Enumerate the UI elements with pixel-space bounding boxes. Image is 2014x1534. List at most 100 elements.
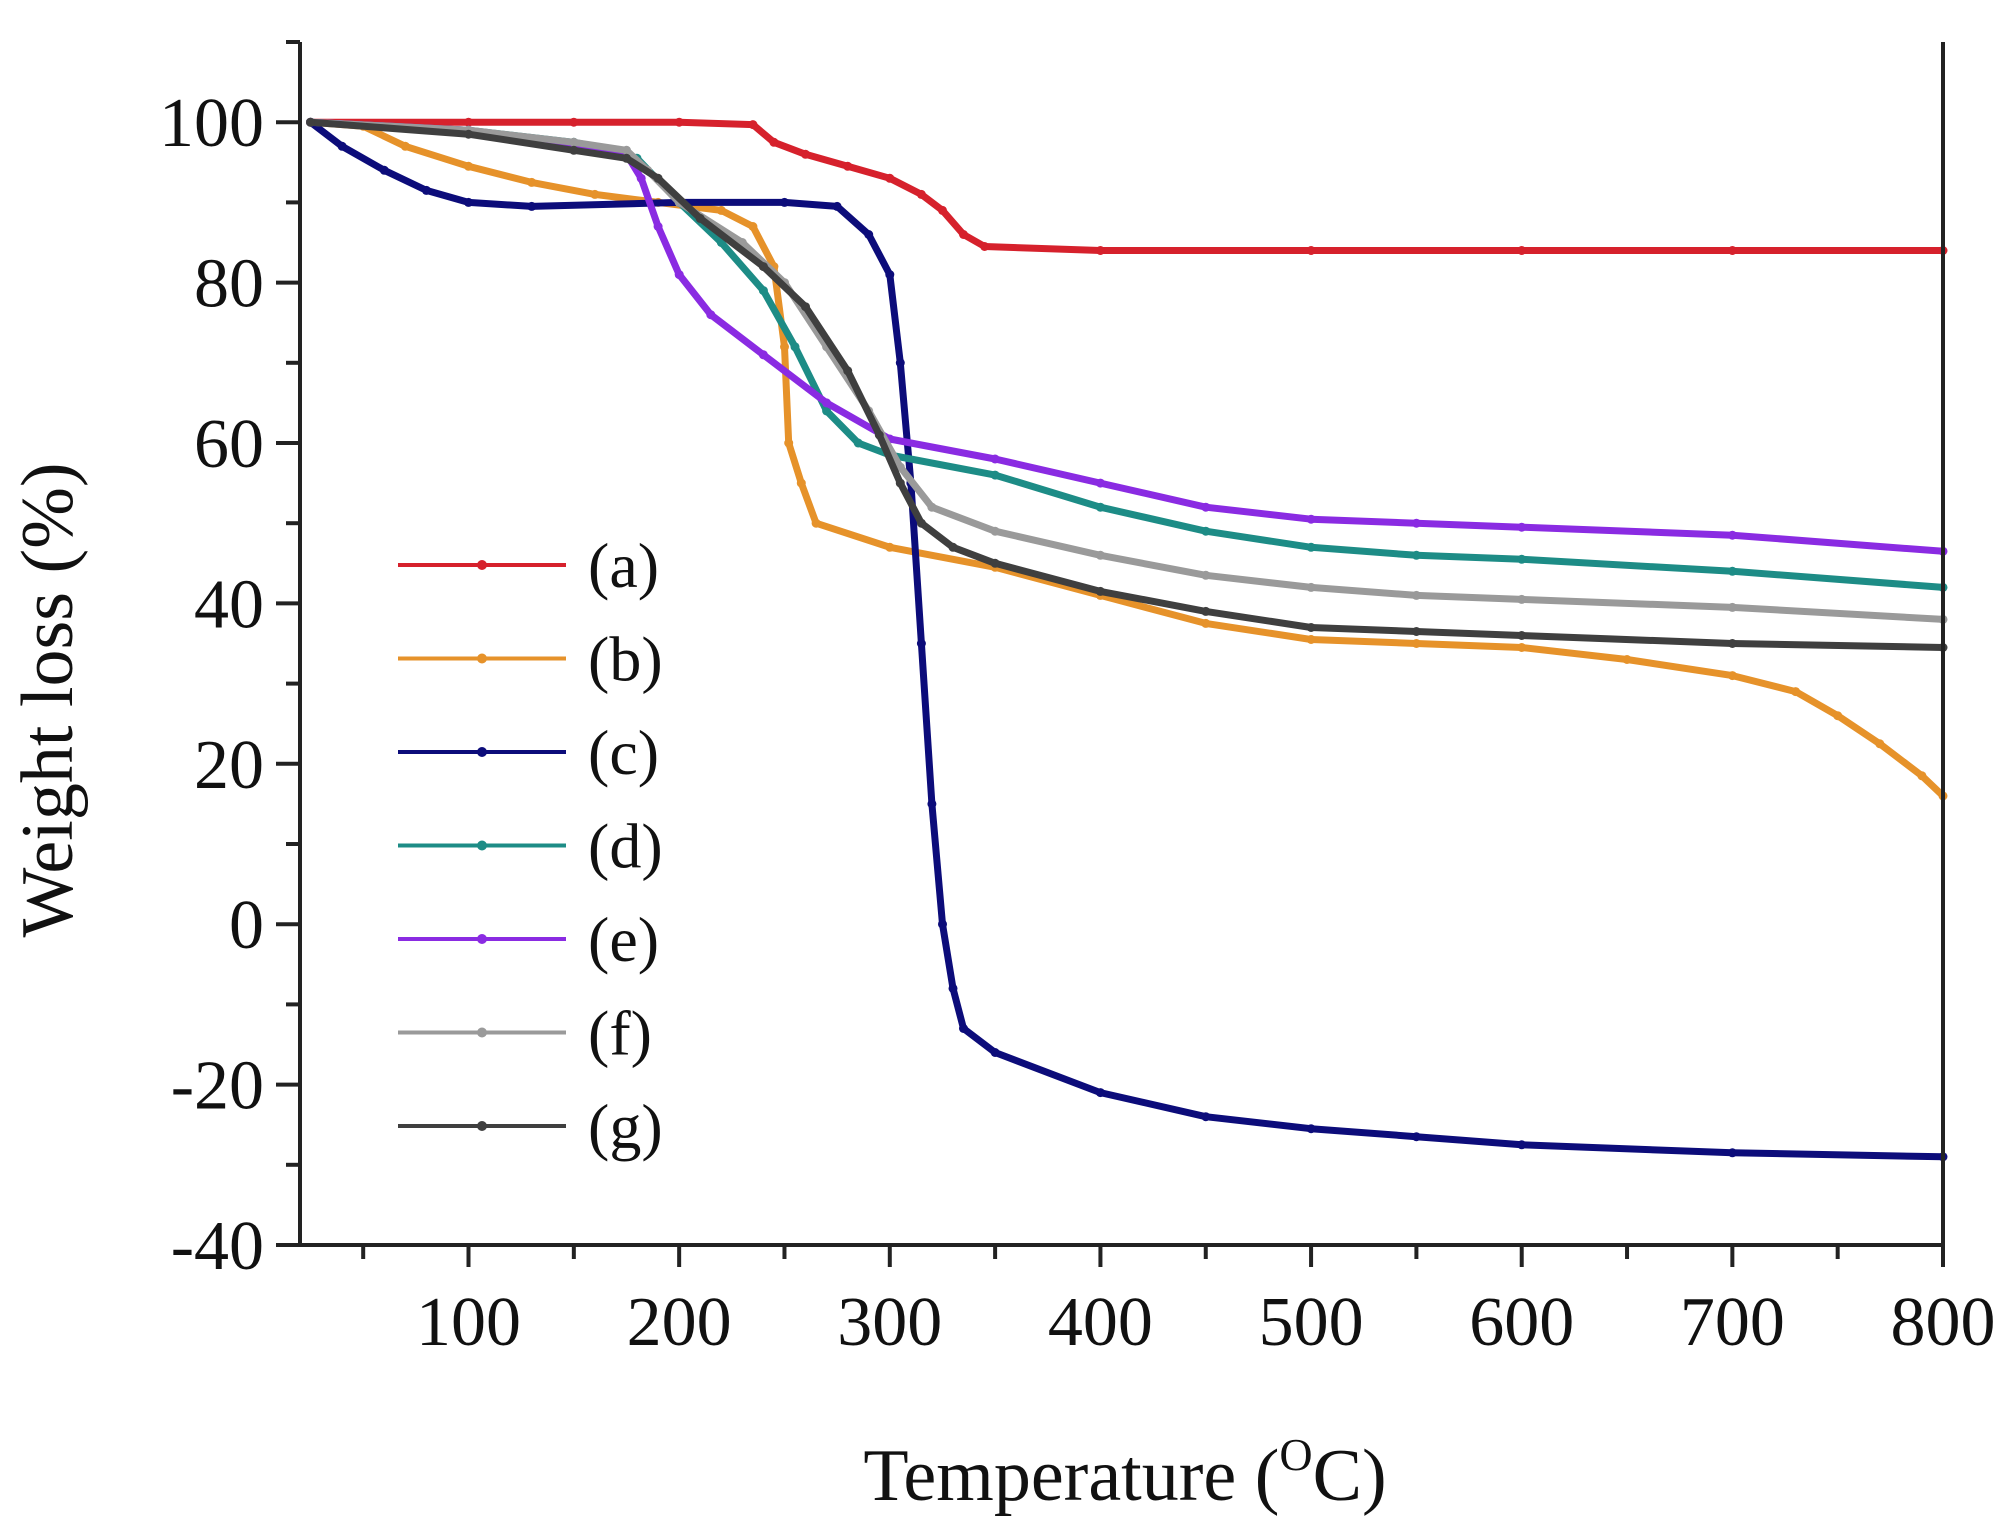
- data-point: [1833, 711, 1843, 721]
- series-line: [307, 118, 1947, 623]
- data-point: [916, 639, 926, 648]
- data-point: [916, 518, 926, 528]
- series-line: [307, 118, 1947, 800]
- series-g: [306, 117, 1948, 652]
- data-point: [748, 222, 758, 231]
- x-tick-label: 500: [1259, 1284, 1364, 1361]
- data-point: [464, 161, 473, 171]
- legend-item-e: (e): [398, 904, 659, 975]
- data-point: [938, 919, 947, 929]
- data-point: [843, 366, 853, 376]
- legend-item-d: (d): [398, 811, 663, 882]
- data-point: [990, 454, 1000, 464]
- data-point: [1875, 739, 1885, 749]
- data-point: [895, 358, 905, 368]
- series-f: [306, 117, 1948, 624]
- data-point: [1727, 671, 1737, 681]
- data-point: [306, 117, 315, 127]
- series-layer: [306, 117, 1948, 1162]
- data-point: [1517, 246, 1527, 255]
- x-tick-label: 200: [627, 1284, 732, 1361]
- data-point: [1306, 542, 1316, 552]
- data-point: [758, 286, 768, 296]
- y-tick-label: 60: [194, 406, 264, 483]
- data-point: [337, 141, 347, 151]
- data-point: [1201, 526, 1211, 536]
- legend-label: (g): [588, 1091, 663, 1162]
- data-point: [1917, 771, 1927, 781]
- legend-marker: [477, 560, 487, 570]
- data-point: [1095, 586, 1105, 596]
- data-point: [1727, 246, 1737, 255]
- data-point: [822, 398, 832, 408]
- legend-item-b: (b): [398, 624, 663, 695]
- data-point: [948, 542, 958, 552]
- data-point: [1306, 246, 1316, 255]
- legend-marker: [477, 934, 487, 944]
- legend-label: (a): [588, 530, 659, 601]
- x-axis-title-main: Temperature (: [863, 1435, 1279, 1517]
- data-point: [758, 350, 768, 360]
- data-point: [990, 526, 1000, 536]
- data-point: [464, 129, 473, 139]
- x-axis-title: Temperature (OC): [863, 1429, 1386, 1517]
- data-point: [706, 310, 716, 320]
- data-point: [674, 270, 684, 280]
- data-point: [948, 983, 958, 993]
- y-tick-label: 0: [229, 887, 264, 964]
- data-point: [990, 558, 1000, 568]
- data-point: [916, 189, 926, 199]
- data-point: [1517, 522, 1527, 532]
- data-point: [1306, 582, 1316, 592]
- y-tick-label: 40: [194, 566, 264, 643]
- legend-marker: [477, 747, 487, 757]
- data-point: [421, 185, 431, 195]
- data-point: [801, 302, 810, 312]
- legend-marker: [477, 840, 487, 851]
- data-point: [1727, 566, 1737, 576]
- data-point: [1727, 639, 1737, 648]
- series-a: [306, 117, 1948, 255]
- x-tick-label: 400: [1048, 1284, 1153, 1361]
- data-point: [1727, 530, 1737, 540]
- legend-item-f: (f): [398, 998, 652, 1069]
- data-point: [1411, 1132, 1421, 1142]
- series-line: [307, 118, 1947, 254]
- data-point: [1727, 602, 1737, 612]
- data-point: [959, 1024, 968, 1033]
- data-point: [1411, 518, 1421, 528]
- data-point: [1095, 550, 1105, 560]
- data-point: [527, 177, 537, 187]
- x-tick-label: 800: [1891, 1284, 1996, 1361]
- legend-item-c: (c): [398, 717, 659, 788]
- data-point: [527, 201, 537, 211]
- data-point: [885, 173, 895, 183]
- data-point: [796, 478, 806, 488]
- data-point: [1517, 1140, 1527, 1150]
- data-point: [784, 438, 794, 448]
- data-point: [811, 518, 821, 528]
- legend: (a) (b) (c) (d) (e) (f) (g): [398, 530, 663, 1162]
- data-point: [716, 205, 726, 215]
- data-point: [400, 141, 410, 151]
- data-point: [1095, 502, 1105, 512]
- data-point: [780, 342, 789, 352]
- data-point: [622, 145, 631, 155]
- data-point: [695, 213, 705, 223]
- legend-label: (d): [588, 811, 663, 882]
- data-point: [843, 161, 853, 171]
- data-point: [769, 137, 779, 147]
- data-point: [990, 470, 1000, 480]
- legend-label: (b): [588, 624, 663, 695]
- data-point: [758, 262, 768, 272]
- data-point: [874, 430, 884, 440]
- data-point: [1201, 570, 1211, 580]
- y-tick-label: 100: [159, 85, 264, 162]
- data-point: [885, 542, 895, 552]
- data-point: [1411, 590, 1421, 600]
- x-tick-label: 100: [416, 1284, 521, 1361]
- legend-item-a: (a): [398, 530, 659, 601]
- legend-marker: [477, 653, 487, 664]
- data-point: [569, 117, 579, 127]
